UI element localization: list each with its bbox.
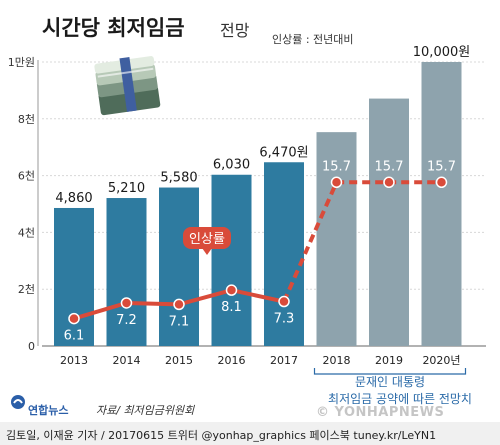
- rate-point: [225, 284, 238, 296]
- bar: [159, 187, 199, 346]
- rate-value-label: 15.7: [322, 159, 351, 174]
- rate-badge-label: 인상률: [189, 232, 225, 247]
- x-tick-label: 2020년: [422, 354, 460, 367]
- y-tick-label: 4천: [18, 225, 35, 239]
- x-tick-label: 2014: [113, 354, 141, 367]
- rate-point: [120, 297, 133, 309]
- bar-value-label: 5,210: [108, 181, 145, 196]
- source-note: 자료/ 최저임금위원회: [96, 404, 195, 417]
- projection-label-1: 문재인 대통령: [355, 375, 425, 389]
- logo-name: 연합뉴스: [28, 404, 69, 417]
- bar-value-label: 10,000원: [413, 45, 470, 60]
- rate-value-label: 7.1: [169, 314, 190, 329]
- bar-value-label: 6,030: [213, 158, 250, 173]
- bar: [421, 62, 462, 346]
- rate-point: [330, 176, 343, 189]
- projection-bracket: [313, 368, 467, 375]
- money-stack-icon: [94, 56, 161, 116]
- x-tick-label: 2013: [60, 354, 88, 367]
- y-tick-label: 1만원: [8, 56, 35, 69]
- bar: [316, 132, 357, 346]
- x-tick-label: 2015: [165, 354, 193, 367]
- rate-value-label: 7.2: [116, 313, 137, 328]
- rate-note: 인상률 : 전년대비: [272, 33, 354, 46]
- footer-bar: 김토일, 이재윤 기자 / 20170615 트위터 @yonhap_graph…: [0, 422, 500, 445]
- rate-point: [383, 176, 395, 189]
- rate-value-label: 6.1: [64, 329, 85, 344]
- rate-badge-pointer: [202, 248, 212, 255]
- chart-subtitle: 전망: [220, 21, 250, 40]
- projection-label-2: 최저임금 공약에 따른 전망치: [328, 391, 472, 406]
- rate-value-label: 15.7: [375, 159, 404, 174]
- credit-line: 김토일, 이재윤 기자 / 20170615 트위터 @yonhap_graph…: [6, 429, 437, 442]
- rate-value-label: 8.1: [221, 300, 242, 315]
- y-tick-label: 2천: [18, 282, 35, 296]
- bar: [211, 174, 252, 346]
- x-tick-label: 2017: [270, 354, 298, 367]
- bar-value-label: 6,470원: [259, 145, 308, 160]
- watermark: © YONHAPNEWS: [316, 405, 445, 420]
- x-tick-label: 2018: [323, 354, 351, 367]
- bar-value-label: 5,580: [160, 171, 197, 186]
- rate-value-label: 7.3: [274, 312, 295, 327]
- rate-point: [173, 298, 185, 311]
- bar: [264, 162, 304, 346]
- bar: [106, 198, 147, 346]
- yonhap-logo-icon: [11, 395, 25, 409]
- rate-line-projected: [282, 180, 442, 303]
- rate-point: [435, 176, 448, 189]
- rate-badge: [183, 227, 231, 249]
- rate-point: [68, 312, 80, 325]
- bar: [54, 207, 94, 346]
- y-tick-label: 6천: [18, 169, 35, 183]
- x-tick-label: 2019: [375, 354, 403, 367]
- bar-value-label: 4,860: [55, 191, 92, 206]
- rate-value-label: 15.7: [427, 159, 456, 174]
- x-tick-label: 2016: [218, 354, 246, 367]
- y-tick-label: 0: [28, 340, 35, 353]
- bar: [369, 98, 409, 347]
- chart-title: 시간당 최저임금: [42, 16, 185, 40]
- rate-point: [278, 295, 290, 308]
- y-tick-label: 8천: [18, 112, 35, 126]
